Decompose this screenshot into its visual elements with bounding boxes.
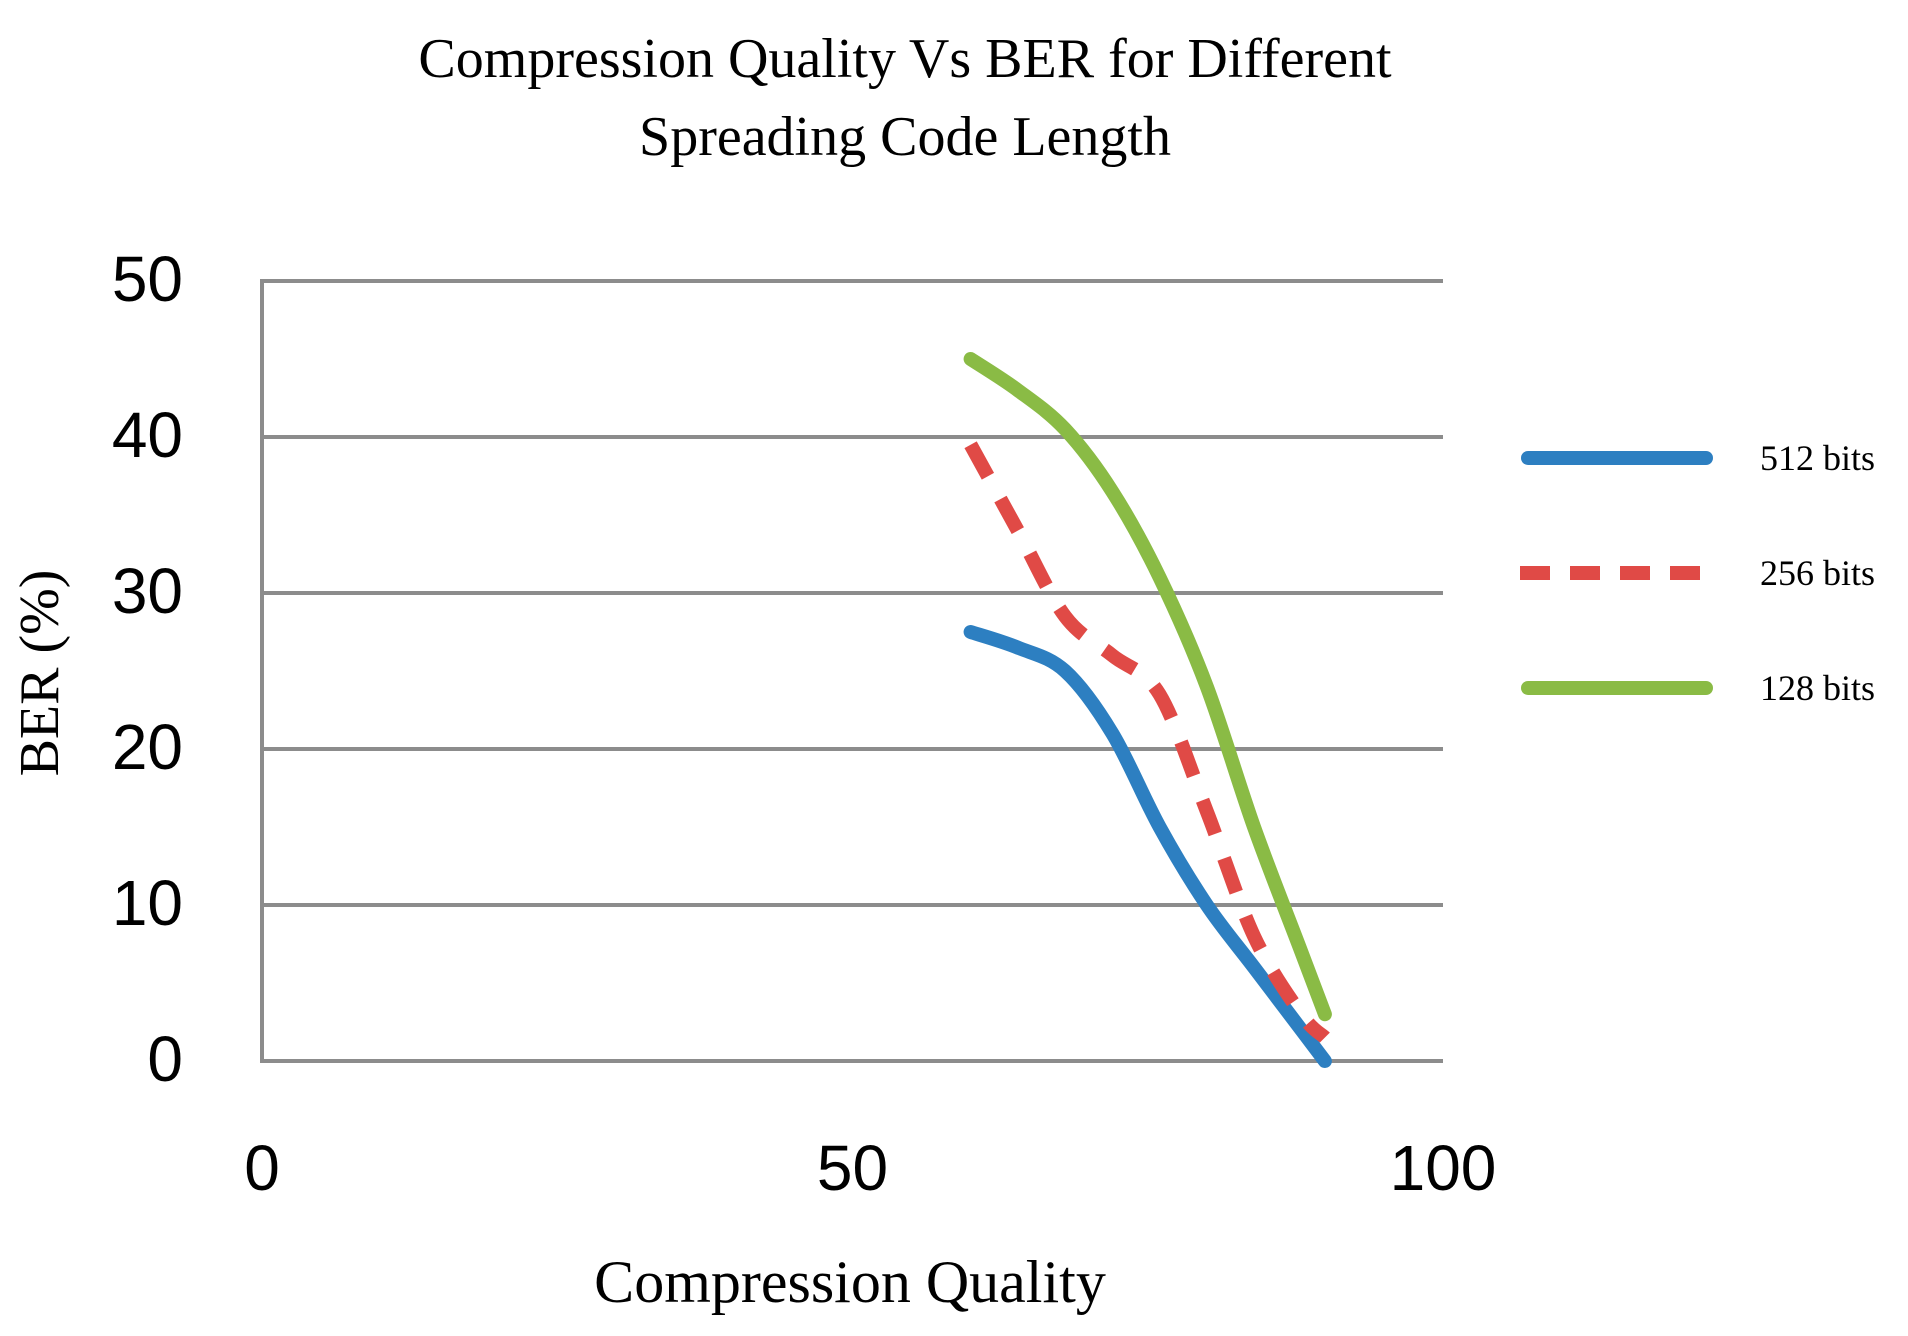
y-tick-labels: 0 10 20 30 40 50 — [112, 243, 183, 1095]
x-tick-label: 50 — [817, 1132, 888, 1204]
chart-title: Compression Quality Vs BER for Different… — [418, 28, 1392, 168]
y-tick-label: 30 — [112, 555, 183, 627]
legend-label: 512 bits — [1760, 438, 1875, 478]
gridlines — [262, 279, 1443, 1063]
y-tick-label: 0 — [147, 1023, 183, 1095]
x-tick-label: 100 — [1390, 1132, 1497, 1204]
y-tick-label: 50 — [112, 243, 183, 315]
legend-entry: 128 bits — [1521, 668, 1875, 708]
chart-title-line-1: Compression Quality Vs BER for Different — [418, 28, 1392, 90]
chart-title-line-2: Spreading Code Length — [639, 106, 1171, 168]
legend-label: 256 bits — [1760, 553, 1875, 593]
series-line-512-bits — [963, 625, 1332, 1068]
y-tick-label: 20 — [112, 711, 183, 783]
series-line-128-bits — [963, 352, 1332, 1022]
legend-label: 128 bits — [1760, 668, 1875, 708]
y-axis-label: BER (%) — [9, 570, 71, 777]
y-tick-label: 40 — [112, 399, 183, 471]
legend-entry: 512 bits — [1521, 438, 1875, 478]
series-line-256-bits — [964, 441, 1330, 1043]
x-tick-label: 0 — [244, 1132, 280, 1204]
x-tick-labels: 0 50 100 — [244, 1132, 1496, 1204]
y-tick-label: 10 — [112, 867, 183, 939]
legend-entry: 256 bits — [1520, 553, 1875, 593]
series-lines — [963, 352, 1332, 1068]
x-axis-label: Compression Quality — [594, 1249, 1106, 1315]
legend: 512 bits 256 bits 128 bits — [1520, 438, 1875, 708]
